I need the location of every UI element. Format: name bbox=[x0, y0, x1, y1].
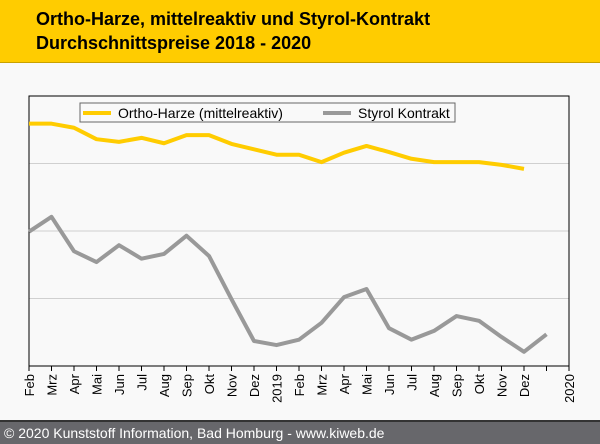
copyright-text: © 2020 Kunststoff Information, Bad Hombu… bbox=[4, 425, 385, 441]
x-tick-label: Apr bbox=[67, 373, 82, 394]
x-tick-label: Nov bbox=[495, 374, 510, 398]
x-tick-label: 2020 bbox=[562, 374, 577, 403]
x-tick-label: Mai bbox=[360, 374, 375, 395]
x-tick-label: Dez bbox=[247, 374, 262, 397]
x-tick-label: Jul bbox=[405, 374, 420, 391]
legend-label: Styrol Kontrakt bbox=[358, 105, 450, 121]
x-tick-label: Aug bbox=[157, 374, 172, 397]
x-tick-label: Dez bbox=[517, 374, 532, 397]
x-tick-label: Nov bbox=[225, 374, 240, 398]
legend-label: Ortho-Harze (mittelreaktiv) bbox=[118, 105, 283, 121]
x-tick-label: Sep bbox=[180, 374, 195, 397]
chart-subtitle: Durchschnittspreise 2018 - 2020 bbox=[36, 33, 312, 53]
footer: © 2020 Kunststoff Information, Bad Hombu… bbox=[0, 420, 600, 444]
x-tick-label: Mrz bbox=[315, 374, 330, 396]
legend-box bbox=[79, 102, 456, 123]
x-tick-label: Okt bbox=[472, 374, 487, 395]
x-tick-label: Apr bbox=[337, 373, 352, 394]
x-tick-label: Sep bbox=[450, 374, 465, 397]
x-tick-label: Aug bbox=[427, 374, 442, 397]
x-tick-label: Feb bbox=[22, 374, 37, 396]
series-line-ortho bbox=[29, 121, 525, 171]
x-tick-label: Mai bbox=[90, 374, 105, 395]
x-tick-label: Jul bbox=[135, 374, 150, 391]
x-tick-label: Jun bbox=[112, 374, 127, 395]
series-line-styrol bbox=[27, 214, 548, 354]
title-banner: Ortho-Harze, mittelreaktiv und Styrol-Ko… bbox=[0, 0, 600, 63]
x-tick-label: Okt bbox=[202, 374, 217, 395]
chart-title: Ortho-Harze, mittelreaktiv und Styrol-Ko… bbox=[36, 9, 431, 29]
x-tick-label: Jun bbox=[382, 374, 397, 395]
x-tick-label: 2019 bbox=[270, 374, 285, 403]
line-chart: Feb Mrz Apr Mai Jun Jul Aug Sep Okt Nov Dez 2019 Feb… bbox=[22, 95, 577, 403]
x-tick-label: Mrz bbox=[45, 374, 60, 396]
x-tick-label: Feb bbox=[292, 374, 307, 396]
